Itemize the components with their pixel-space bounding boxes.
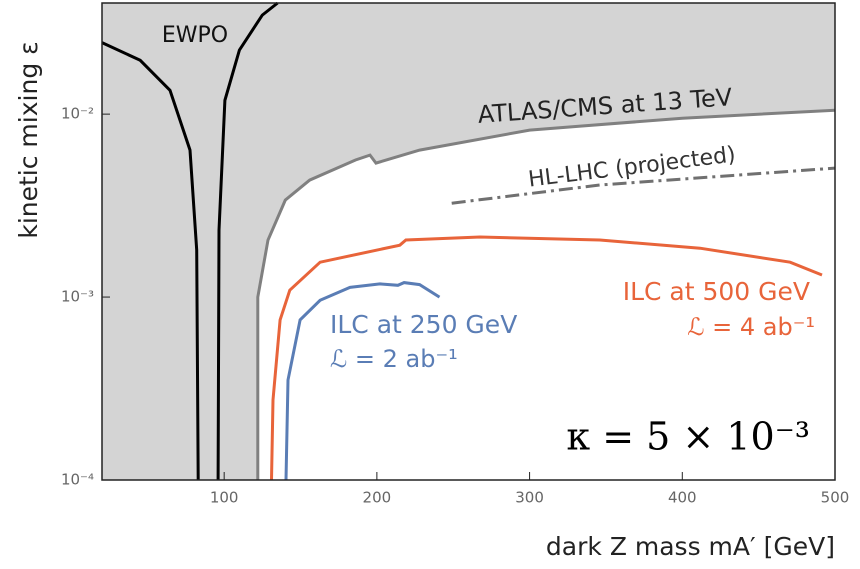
x-tick-label: 300 — [515, 489, 544, 507]
curve — [256, 108, 836, 480]
annotation: ℒ = 2 ab⁻¹ — [330, 345, 458, 373]
curve — [216, 1, 279, 481]
excluded-region — [102, 3, 835, 480]
annotation: EWPO — [162, 23, 228, 48]
x-axis-title: dark Z mass mA′ [GeV] — [546, 532, 835, 561]
y-axis-title: kinetic mixing ε — [14, 41, 43, 238]
annotation: ILC at 250 GeV — [330, 310, 517, 339]
y-tick-label: 10⁻³ — [61, 288, 94, 306]
curve — [101, 41, 200, 481]
annotation: κ = 5 × 10⁻³ — [566, 415, 810, 459]
x-tick-label: 500 — [821, 489, 850, 507]
curve — [284, 281, 441, 481]
x-tick-label: 100 — [210, 489, 239, 507]
y-tick-label: 10⁻² — [61, 105, 94, 123]
annotation: ILC at 500 GeV — [623, 277, 810, 306]
annotation: HL-LHC (projected) — [527, 142, 737, 192]
annotation: ℒ = 4 ab⁻¹ — [687, 313, 815, 341]
curve — [451, 166, 836, 205]
plot-frame — [101, 2, 836, 481]
y-tick-label: 10⁻⁴ — [61, 471, 94, 489]
x-tick-label: 400 — [668, 489, 697, 507]
curve — [270, 235, 823, 481]
x-tick-label: 200 — [363, 489, 392, 507]
